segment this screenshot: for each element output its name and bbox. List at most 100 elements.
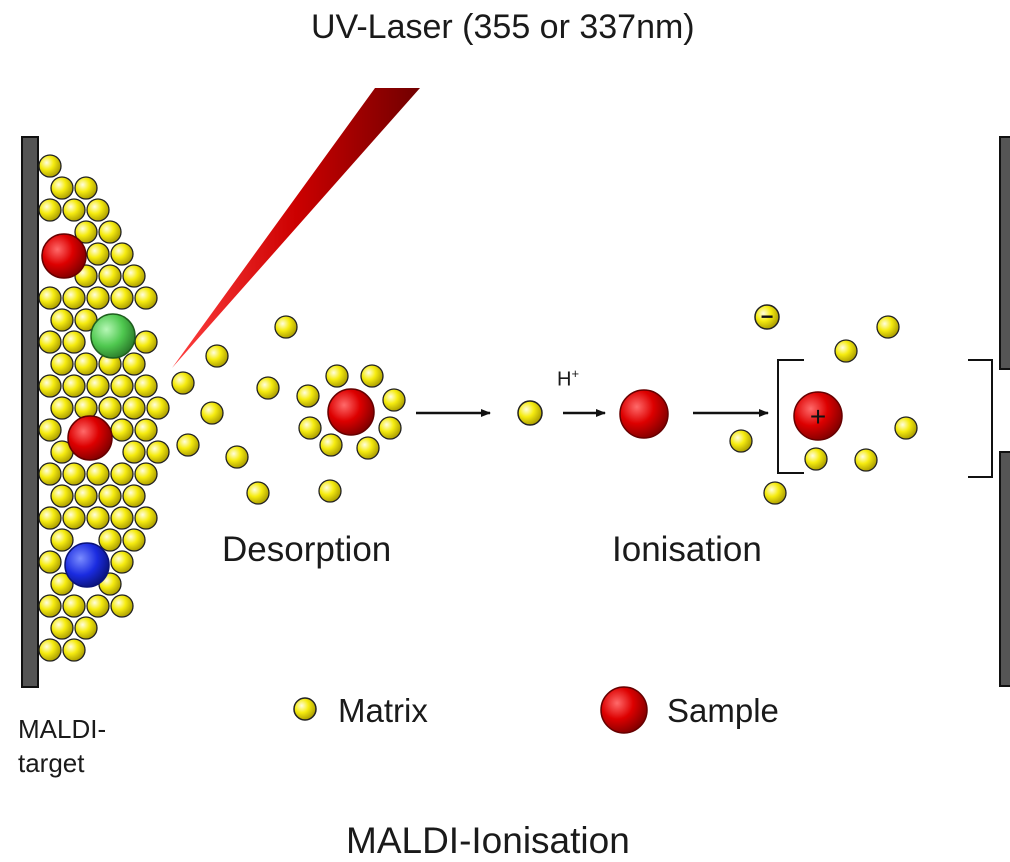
matrix-molecule [62, 506, 86, 530]
laser-label: UV-Laser (355 or 337nm) [311, 8, 695, 46]
matrix-molecule [122, 352, 146, 376]
uv-laser-beam [172, 88, 420, 368]
matrix-molecule [256, 376, 280, 400]
ion-matrix-cloud [729, 315, 918, 505]
negative-charge: − [761, 304, 774, 329]
matrix-molecule [378, 416, 402, 440]
matrix-molecule [134, 462, 158, 486]
extraction-plate-upper [999, 136, 1010, 370]
matrix-molecule [122, 440, 146, 464]
matrix-molecule [50, 528, 74, 552]
matrix-molecule [356, 436, 380, 460]
matrix-molecule [38, 154, 62, 178]
matrix-molecule [86, 242, 110, 266]
matrix-molecule [319, 433, 343, 457]
matrix-molecule [62, 286, 86, 310]
maldi-target-label: MALDI- target [18, 712, 138, 780]
desorption-plume [171, 315, 406, 505]
desorption-label: Desorption [222, 530, 392, 569]
matrix-molecule [50, 396, 74, 420]
matrix-molecule [50, 572, 74, 596]
matrix-crystal [38, 154, 170, 662]
matrix-molecule [729, 429, 753, 453]
bracket-close [968, 359, 993, 478]
matrix-molecule [876, 315, 900, 339]
matrix-molecule [38, 594, 62, 618]
matrix-molecule [134, 374, 158, 398]
matrix-molecule [382, 388, 406, 412]
ionisation-label: Ionisation [612, 530, 762, 569]
matrix-molecule [38, 286, 62, 310]
maldi-target-label-line2: target [18, 748, 85, 778]
matrix-molecule [110, 594, 134, 618]
matrix-molecule [110, 462, 134, 486]
maldi-target-label-line1: MALDI- [18, 714, 107, 744]
matrix-molecule [122, 484, 146, 508]
matrix-molecule [50, 616, 74, 640]
sample-molecule [619, 389, 669, 439]
sample-molecule-in-matrix [41, 233, 87, 279]
matrix-molecule [38, 418, 62, 442]
matrix-molecule [110, 506, 134, 530]
matrix-molecule [74, 176, 98, 200]
matrix-molecule [62, 198, 86, 222]
matrix-molecule [38, 550, 62, 574]
matrix-molecule [134, 506, 158, 530]
matrix-molecule [298, 416, 322, 440]
matrix-molecule [274, 315, 298, 339]
desorbed-sample-molecule [327, 388, 375, 436]
matrix-molecule [176, 433, 200, 457]
legend-sample-marker [600, 686, 648, 734]
matrix-molecule [134, 286, 158, 310]
matrix-molecule [98, 396, 122, 420]
matrix-molecule [171, 371, 195, 395]
matrix-molecule [86, 374, 110, 398]
proton-symbol: H [557, 368, 572, 391]
matrix-molecule [50, 352, 74, 376]
matrix-molecule [98, 528, 122, 552]
matrix-molecule [110, 418, 134, 442]
matrix-molecule [50, 484, 74, 508]
matrix-molecule [134, 418, 158, 442]
matrix-molecule [360, 364, 384, 388]
matrix-molecule [50, 308, 74, 332]
matrix-molecule [134, 330, 158, 354]
matrix-molecule [38, 462, 62, 486]
matrix-molecule [225, 445, 249, 469]
matrix-molecule [62, 462, 86, 486]
matrix-molecule [98, 484, 122, 508]
matrix-molecule [246, 481, 270, 505]
matrix-molecule [38, 374, 62, 398]
proton-label: H+ [557, 366, 579, 392]
legend-matrix-label: Matrix [338, 692, 428, 729]
matrix-molecule [38, 330, 62, 354]
matrix-molecule [86, 462, 110, 486]
matrix-molecule [110, 550, 134, 574]
matrix-molecule [38, 638, 62, 662]
matrix-molecule [62, 330, 86, 354]
matrix-molecule [86, 198, 110, 222]
matrix-molecule [62, 374, 86, 398]
proton-charge: + [571, 366, 580, 381]
matrix-molecule [74, 616, 98, 640]
matrix-molecule [38, 198, 62, 222]
maldi-target-plate [21, 136, 39, 688]
matrix-molecule [894, 416, 918, 440]
matrix-molecule [325, 364, 349, 388]
matrix-molecule [200, 401, 224, 425]
analyte-molecule-blue [64, 542, 110, 588]
matrix-molecule [804, 447, 828, 471]
matrix-molecule [110, 286, 134, 310]
matrix-molecule [62, 638, 86, 662]
sample-ion [793, 391, 843, 441]
extraction-plate-lower [999, 451, 1010, 687]
legend-matrix-marker [293, 697, 317, 721]
matrix-molecule [146, 440, 170, 464]
matrix-molecule [146, 396, 170, 420]
matrix-molecule [86, 506, 110, 530]
matrix-molecule [296, 384, 320, 408]
matrix-molecule [98, 220, 122, 244]
diagram-caption: MALDI-Ionisation [346, 820, 630, 861]
matrix-molecule [50, 176, 74, 200]
